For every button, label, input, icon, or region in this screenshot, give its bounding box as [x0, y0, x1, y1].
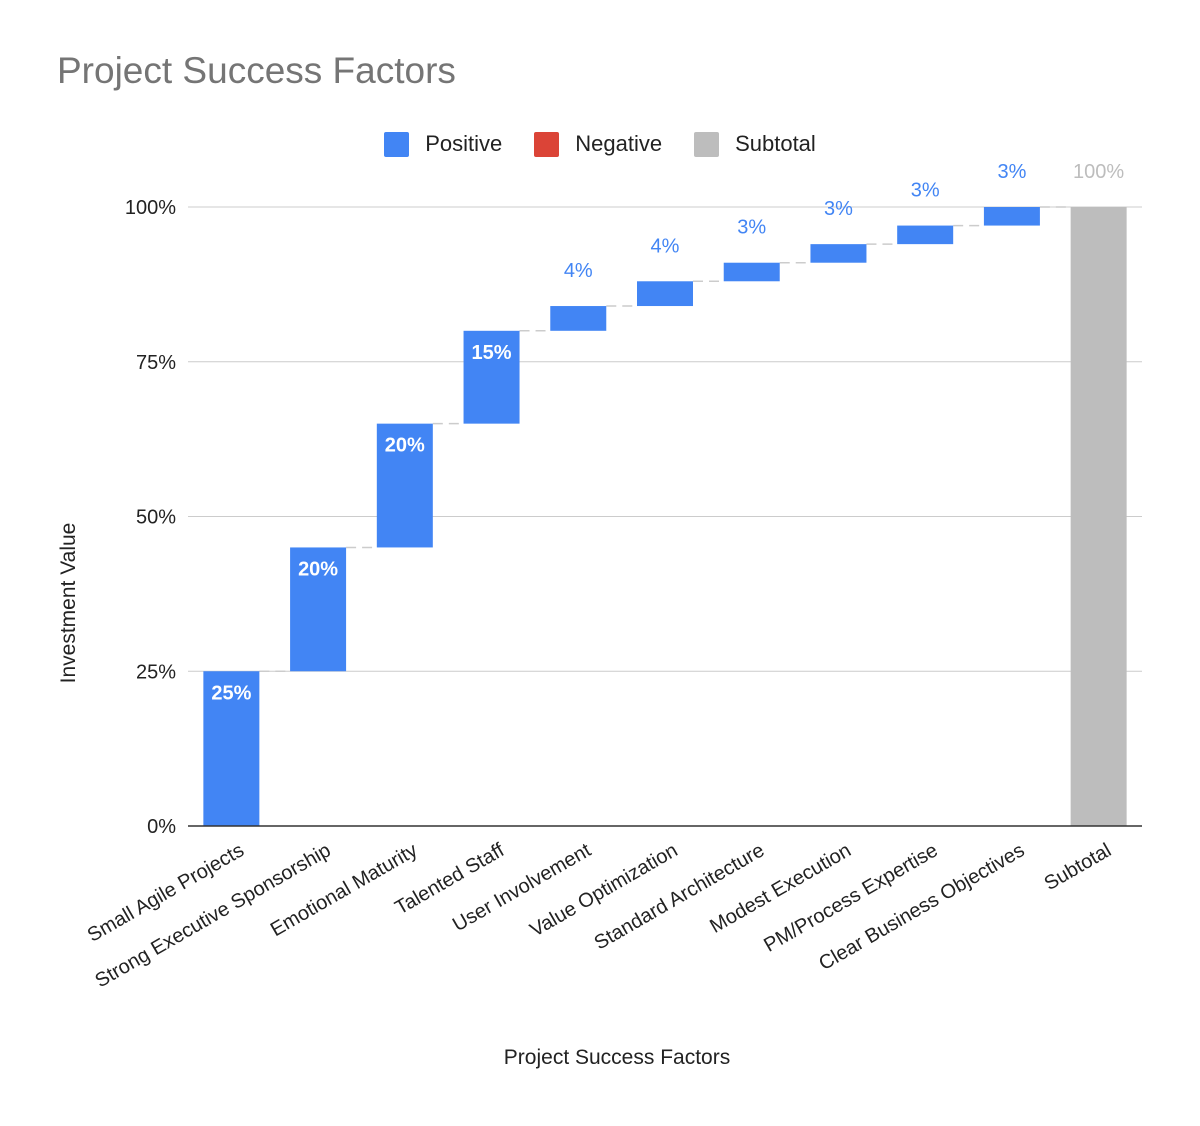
y-tick-label: 100%: [125, 197, 176, 219]
legend-item-subtotal[interactable]: Subtotal: [694, 131, 816, 157]
bar: [290, 547, 347, 672]
bar: [723, 262, 780, 282]
bar: [463, 330, 520, 424]
y-tick-label: 75%: [136, 352, 176, 374]
x-tick-label: Subtotal: [1041, 839, 1116, 895]
data-label: 3%: [824, 198, 853, 220]
data-label: 3%: [737, 217, 766, 239]
legend-swatch-subtotal: [694, 131, 720, 157]
bar: [376, 423, 433, 548]
bar: [550, 306, 607, 331]
data-label: 4%: [564, 260, 593, 282]
legend-label-subtotal: Subtotal: [735, 131, 816, 156]
bar: [810, 244, 867, 263]
chart-title: Project Success Factors: [57, 50, 456, 91]
y-tick-label: 0%: [147, 816, 176, 838]
legend-label-positive: Positive: [425, 131, 503, 156]
bar: [897, 225, 954, 245]
bar: [983, 207, 1040, 226]
x-tick-label: Emotional Maturity: [267, 839, 421, 941]
y-tick-label: 50%: [136, 507, 176, 529]
data-label: 15%: [472, 342, 512, 364]
legend-item-positive[interactable]: Positive: [384, 131, 502, 157]
x-tick-label: Value Optimization: [526, 839, 681, 941]
y-axis-title: Investment Value: [57, 523, 80, 684]
legend: Positive Negative Subtotal: [0, 131, 1200, 157]
data-label: 20%: [298, 558, 338, 580]
y-tick-label: 25%: [136, 661, 176, 683]
legend-swatch-positive: [384, 131, 410, 157]
data-label: 20%: [385, 435, 425, 457]
x-axis-title: Project Success Factors: [504, 1046, 730, 1069]
legend-label-negative: Negative: [575, 131, 663, 156]
data-label: 100%: [1073, 161, 1124, 183]
bar: [1070, 207, 1127, 826]
data-label: 4%: [651, 235, 680, 257]
bar: [203, 671, 260, 826]
x-tick-label: Modest Execution: [706, 839, 855, 938]
legend-item-negative[interactable]: Negative: [534, 131, 662, 157]
data-label: 3%: [911, 180, 940, 202]
legend-swatch-negative: [534, 131, 560, 157]
data-label: 3%: [997, 161, 1026, 183]
data-label: 25%: [211, 682, 251, 704]
bar: [637, 281, 693, 307]
